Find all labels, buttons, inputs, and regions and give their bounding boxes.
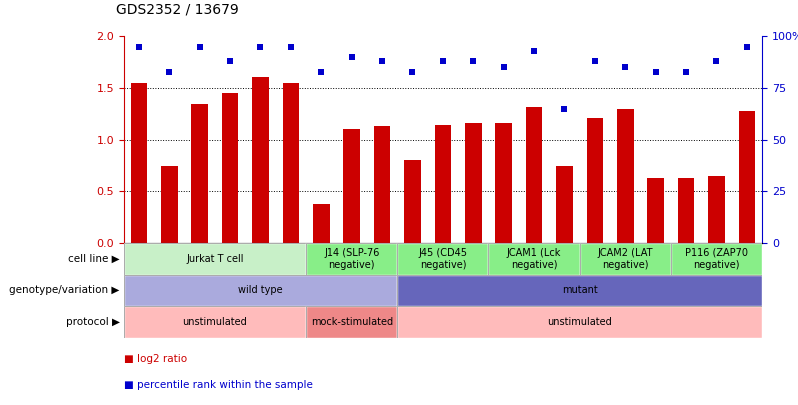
Text: ■ log2 ratio: ■ log2 ratio [124, 354, 187, 364]
Bar [313, 204, 330, 243]
Bar [192, 104, 208, 243]
Bar [306, 243, 397, 275]
Text: JCAM1 (Lck
negative): JCAM1 (Lck negative) [507, 248, 561, 270]
Point [315, 68, 328, 75]
Bar [671, 243, 762, 275]
Point [497, 64, 510, 70]
Bar [556, 166, 573, 243]
Point [254, 44, 267, 50]
Point [558, 106, 571, 112]
Point [680, 68, 693, 75]
Point [710, 58, 723, 64]
Text: GDS2352 / 13679: GDS2352 / 13679 [116, 2, 239, 16]
Bar [587, 118, 603, 243]
Bar [397, 306, 762, 338]
Point [527, 48, 540, 54]
Bar [343, 130, 360, 243]
Bar [435, 125, 451, 243]
Bar [488, 243, 579, 275]
Text: mock-stimulated: mock-stimulated [310, 317, 393, 327]
Text: P116 (ZAP70
negative): P116 (ZAP70 negative) [685, 248, 748, 270]
Point [588, 58, 601, 64]
Text: JCAM2 (LAT
negative): JCAM2 (LAT negative) [598, 248, 653, 270]
Point [223, 58, 236, 64]
Point [376, 58, 389, 64]
Bar [124, 275, 397, 306]
Point [193, 44, 206, 50]
Text: unstimulated: unstimulated [183, 317, 247, 327]
Bar [671, 243, 762, 275]
Bar [496, 123, 512, 243]
Bar [738, 111, 755, 243]
Bar [222, 93, 239, 243]
Bar [306, 306, 397, 338]
Bar [579, 243, 671, 275]
Point [650, 68, 662, 75]
Point [467, 58, 480, 64]
Text: mutant: mutant [562, 286, 598, 295]
Bar [708, 176, 725, 243]
Bar [465, 123, 482, 243]
Bar [124, 275, 397, 306]
Text: genotype/variation ▶: genotype/variation ▶ [10, 286, 120, 295]
Bar [306, 306, 397, 338]
Bar [404, 160, 421, 243]
Bar [647, 178, 664, 243]
Bar [579, 243, 671, 275]
Bar [306, 243, 397, 275]
Bar [124, 243, 306, 275]
Bar [397, 275, 762, 306]
Text: ■ percentile rank within the sample: ■ percentile rank within the sample [124, 380, 313, 390]
Bar [617, 109, 634, 243]
Bar [131, 83, 148, 243]
Point [741, 44, 753, 50]
Bar [397, 243, 488, 275]
Bar [124, 306, 306, 338]
Point [285, 44, 298, 50]
Bar [124, 306, 306, 338]
Text: wild type: wild type [238, 286, 282, 295]
Bar [397, 275, 762, 306]
Point [346, 54, 358, 60]
Text: unstimulated: unstimulated [547, 317, 612, 327]
Text: J14 (SLP-76
negative): J14 (SLP-76 negative) [324, 248, 379, 270]
Bar [526, 107, 543, 243]
Text: protocol ▶: protocol ▶ [65, 317, 120, 327]
Bar [124, 243, 306, 275]
Bar [282, 83, 299, 243]
Point [163, 68, 176, 75]
Text: cell line ▶: cell line ▶ [68, 254, 120, 264]
Bar [397, 306, 762, 338]
Point [437, 58, 449, 64]
Point [619, 64, 632, 70]
Text: J45 (CD45
negative): J45 (CD45 negative) [418, 248, 468, 270]
Point [406, 68, 419, 75]
Bar [678, 178, 694, 243]
Bar [252, 77, 269, 243]
Text: Jurkat T cell: Jurkat T cell [186, 254, 243, 264]
Bar [488, 243, 579, 275]
Point [132, 44, 145, 50]
Bar [397, 243, 488, 275]
Bar [373, 126, 390, 243]
Bar [161, 166, 178, 243]
